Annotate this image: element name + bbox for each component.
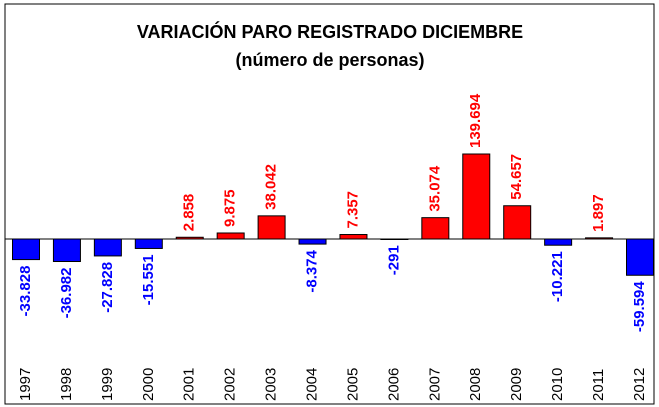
x-tick-label: 2006 <box>385 368 402 401</box>
x-tick-label: 2000 <box>140 368 157 401</box>
x-tick-label: 2003 <box>263 368 280 401</box>
bar <box>503 205 532 240</box>
x-tick-label: 2012 <box>631 368 648 401</box>
bar <box>134 238 163 249</box>
data-label: 9.875 <box>222 189 239 227</box>
data-label: 38.042 <box>263 164 280 210</box>
data-label: -27.828 <box>99 262 116 313</box>
x-tick-label: 1997 <box>17 368 34 401</box>
bar <box>626 238 654 276</box>
data-label: 7.357 <box>344 191 361 229</box>
x-tick-label: 2005 <box>344 368 361 401</box>
bar <box>544 238 573 246</box>
bar <box>339 234 368 240</box>
data-label: 54.657 <box>508 154 525 200</box>
chart-frame <box>4 3 655 405</box>
bar <box>52 238 81 263</box>
bar <box>93 238 122 257</box>
data-label: 2.858 <box>181 194 198 232</box>
x-tick-label: 2007 <box>426 368 443 401</box>
data-label: 139.694 <box>467 93 484 148</box>
data-label: -8.374 <box>304 249 321 292</box>
bar <box>216 232 245 240</box>
x-tick-label: 2008 <box>467 368 484 401</box>
bar <box>257 215 286 240</box>
chart-title: VARIACIÓN PARO REGISTRADO DICIEMBRE <box>137 21 523 42</box>
bar <box>12 238 40 261</box>
data-label: -36.982 <box>58 268 75 319</box>
data-label: 1.897 <box>590 194 607 232</box>
x-tick-label: 2011 <box>590 369 607 401</box>
x-tick-label: 2004 <box>304 368 321 401</box>
x-tick-label: 1998 <box>58 368 75 401</box>
x-tick-label: 1999 <box>99 368 116 401</box>
x-tick-label: 2001 <box>181 368 198 401</box>
bar <box>421 217 450 240</box>
data-label: -15.551 <box>140 254 157 305</box>
bar <box>462 153 491 240</box>
x-tick-label: 2010 <box>549 368 566 401</box>
bar <box>298 238 327 245</box>
data-label: -33.828 <box>17 266 34 317</box>
data-label: -291 <box>385 245 402 275</box>
chart-subtitle: (número de personas) <box>235 50 424 70</box>
data-label: -59.594 <box>631 281 648 333</box>
data-label: 35.074 <box>426 165 443 212</box>
data-label: -10.221 <box>549 251 566 302</box>
x-tick-label: 2009 <box>508 368 525 401</box>
x-tick-label: 2002 <box>222 368 239 401</box>
